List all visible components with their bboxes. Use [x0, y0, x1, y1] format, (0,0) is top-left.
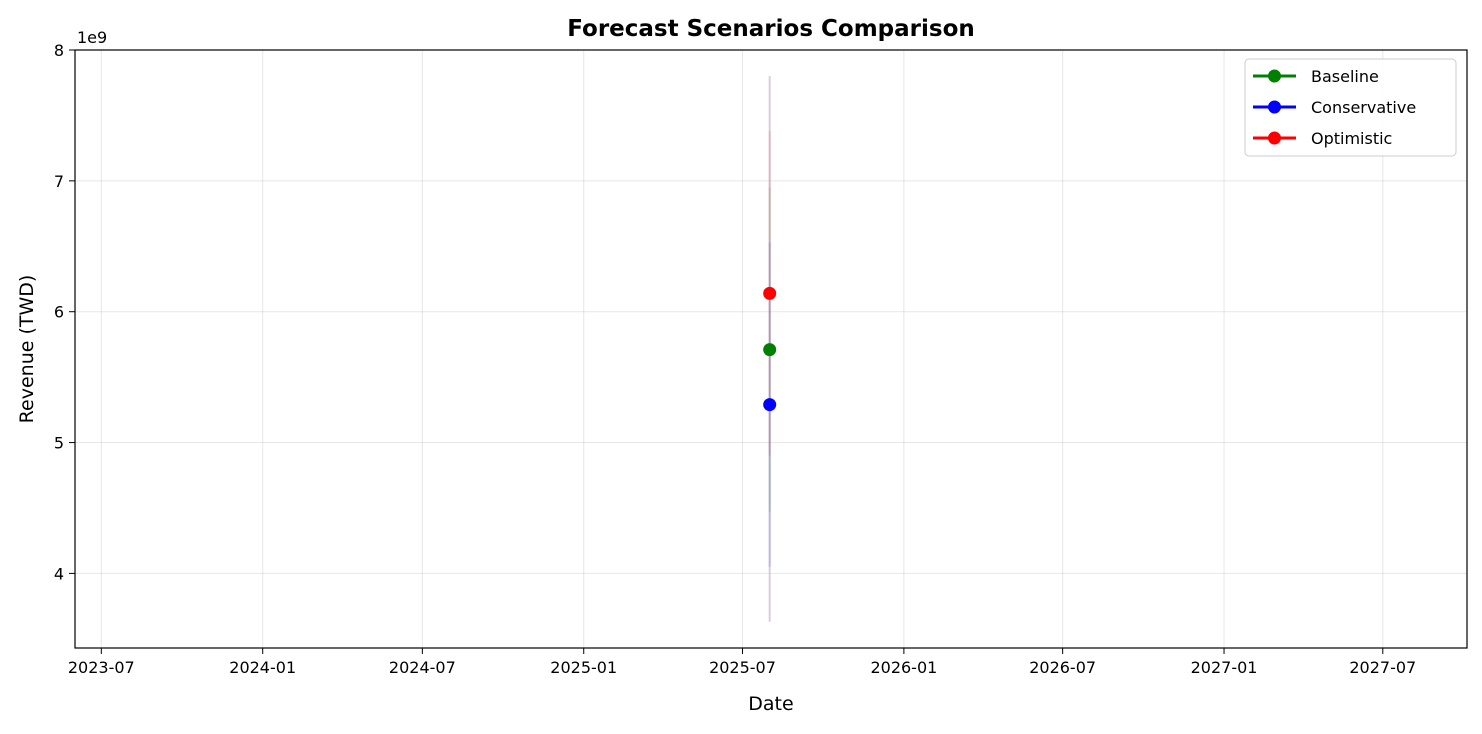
y-tick-label: 4	[54, 564, 64, 583]
x-tick-label: 2027-07	[1349, 658, 1416, 677]
y-tick-label: 5	[54, 434, 64, 453]
legend-marker-baseline	[1268, 69, 1281, 83]
legend-label-baseline: Baseline	[1311, 67, 1379, 86]
plot-frame	[74, 49, 1468, 649]
x-tick-label: 2026-07	[1029, 658, 1096, 677]
point-optimistic	[763, 286, 777, 300]
legend: Baseline Conservative Optimistic	[1244, 58, 1457, 157]
legend-label-conservative: Conservative	[1311, 98, 1416, 117]
point-conservative	[763, 398, 777, 412]
legend-marker-conservative	[1268, 100, 1281, 114]
x-tick-label: 2027-01	[1191, 658, 1258, 677]
y-axis: 4 5 6 7 8	[54, 41, 75, 583]
x-tick-label: 2025-07	[709, 658, 776, 677]
y-tick-label: 6	[54, 303, 64, 322]
x-axis-label: Date	[748, 693, 793, 715]
legend-frame	[1244, 58, 1457, 157]
x-tick-label: 2026-01	[870, 658, 937, 677]
x-tick-label: 2024-01	[229, 658, 296, 677]
y-offset-text: 1e9	[77, 28, 107, 47]
legend-label-optimistic: Optimistic	[1311, 129, 1392, 148]
x-axis: 2023-07 2024-01 2024-07 2025-01 2025-07 2026-…	[68, 648, 1416, 677]
y-axis-label: Revenue (TWD)	[16, 275, 38, 424]
y-tick-label: 8	[54, 41, 64, 60]
x-tick-label: 2023-07	[68, 658, 135, 677]
chart-title: Forecast Scenarios Comparison	[567, 16, 975, 42]
x-tick-label: 2024-07	[389, 658, 456, 677]
x-tick-label: 2025-01	[550, 658, 617, 677]
data-points	[763, 286, 777, 412]
point-baseline	[763, 343, 777, 357]
y-tick-label: 7	[54, 172, 64, 191]
legend-marker-optimistic	[1268, 131, 1281, 145]
